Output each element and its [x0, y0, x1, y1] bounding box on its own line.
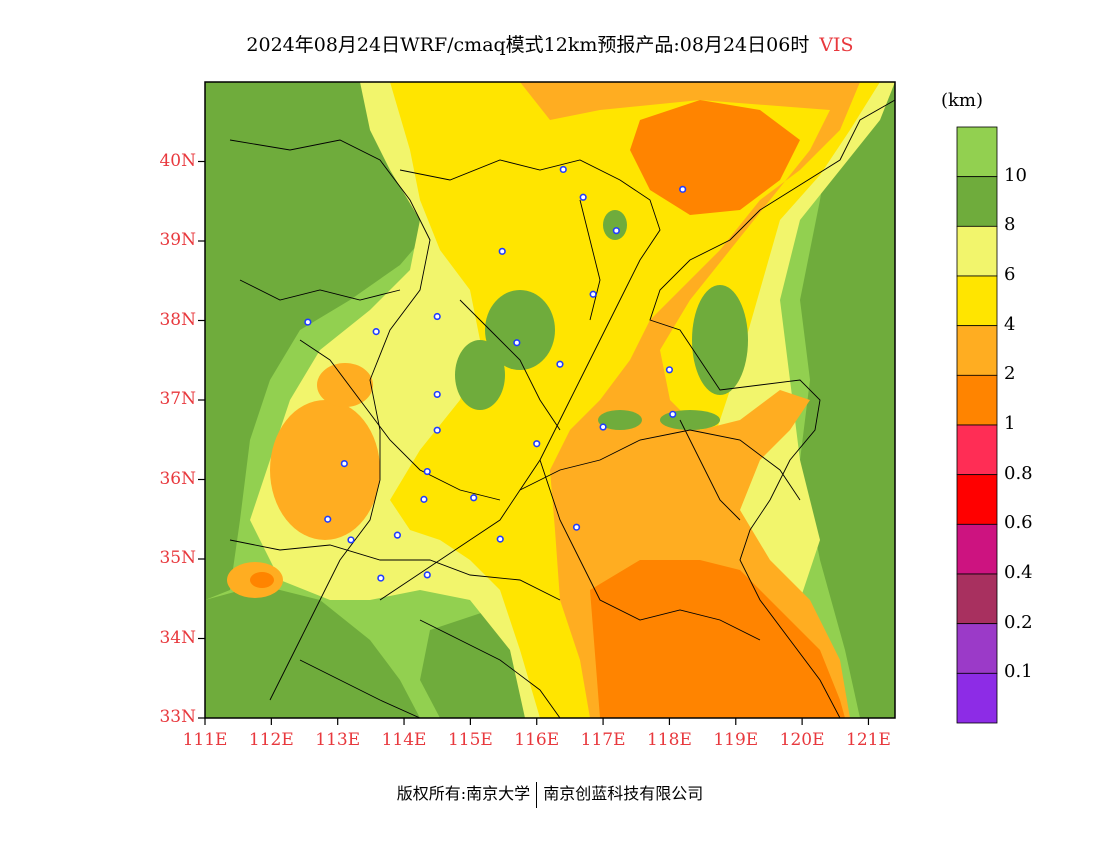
station-marker: [572, 523, 581, 531]
station-marker: [423, 467, 431, 476]
colorbar-swatch: [956, 176, 998, 227]
axis-ticks: [198, 160, 870, 725]
colorbar-level-label: 2: [1004, 363, 1016, 385]
vis-band-8-10: [598, 410, 642, 430]
vis-band-2-4: [270, 400, 380, 540]
station-marker: [669, 410, 677, 418]
station-markers: [304, 165, 687, 582]
colorbar-swatch: [956, 325, 998, 376]
colorbar-swatch: [956, 523, 998, 575]
colorbar-swatch: [956, 126, 998, 178]
colorbar-swatch: [956, 424, 998, 476]
station-marker: [372, 328, 380, 336]
vis-band-1-2: [590, 560, 845, 718]
station-marker: [556, 360, 564, 368]
lat-label: 36N: [159, 468, 196, 489]
colorbar: [956, 126, 998, 724]
vis-band-1-2: [250, 572, 274, 588]
station-marker: [304, 318, 312, 326]
station-marker: [589, 290, 597, 298]
station-marker: [377, 574, 385, 582]
station-marker: [533, 440, 541, 448]
lon-label: 119E: [713, 730, 759, 750]
lon-label: 114E: [381, 730, 427, 750]
vis-band-2-4: [317, 363, 373, 407]
lon-label: 117E: [580, 730, 626, 750]
lat-label: 40N: [159, 150, 196, 171]
station-marker: [579, 193, 587, 201]
vis-band-8-10: [800, 82, 895, 718]
lon-label: 121E: [846, 730, 891, 750]
boundary-lines: [229, 99, 895, 718]
station-marker: [393, 531, 402, 539]
station-marker: [612, 227, 620, 235]
map-title: 2024年08月24日WRF/cmaq模式12km预报产品:08月24日06时 V…: [0, 30, 1100, 57]
colorbar-level-label: 0.2: [1004, 611, 1033, 633]
station-marker: [470, 494, 478, 502]
colorbar-swatch: [956, 623, 998, 674]
lat-label: 34N: [159, 627, 196, 648]
vis-band-8-10: [455, 340, 505, 410]
colorbar-swatch: [956, 275, 998, 327]
station-marker: [513, 339, 521, 347]
colorbar-swatch: [956, 672, 998, 724]
station-marker: [324, 515, 332, 523]
lon-label: 112E: [248, 730, 294, 750]
title-text: 2024年08月24日WRF/cmaq模式12km预报产品:08月24日06时: [246, 34, 810, 56]
colorbar-level-label: 6: [1004, 264, 1016, 285]
lon-label: 118E: [646, 730, 692, 750]
colorbar-level-label: 0.1: [1004, 661, 1033, 683]
station-marker: [433, 312, 441, 321]
lon-label: 115E: [447, 730, 493, 750]
vis-band-2-4: [520, 82, 860, 718]
vis-band-8-10: [660, 410, 720, 430]
vis-band-1-2: [630, 100, 800, 215]
colorbar-level-label: 0.4: [1004, 562, 1033, 583]
colorbar-unit: (km): [941, 90, 984, 111]
station-marker: [496, 535, 504, 543]
lon-label: 120E: [779, 730, 825, 750]
colorbar-swatch: [956, 474, 998, 525]
copyright-footer: 版权所有:南京大学 南京创蓝科技有限公司: [0, 780, 1100, 808]
colorbar-level-label: 4: [1004, 313, 1016, 335]
station-marker: [498, 247, 506, 255]
station-marker: [433, 426, 441, 434]
station-marker: [347, 536, 355, 544]
station-marker: [679, 185, 687, 193]
station-marker: [665, 366, 674, 374]
copyright-right: 南京创蓝科技有限公司: [543, 784, 704, 803]
vis-band-8-10: [485, 290, 555, 370]
footer-separator: [536, 781, 538, 808]
vis-band-8-10: [692, 285, 748, 395]
lat-label: 38N: [159, 309, 196, 330]
colorbar-level-label: 0.8: [1004, 462, 1033, 484]
vis-band-8-10: [420, 610, 525, 718]
copyright-left: 版权所有:南京大学: [396, 784, 531, 803]
station-marker: [559, 165, 567, 174]
colorbar-swatch: [956, 374, 998, 426]
vis-band-8-10: [205, 82, 440, 600]
lat-label: 33N: [159, 707, 196, 727]
colorbar-swatch: [956, 225, 998, 277]
vis-band-8-10: [603, 210, 627, 240]
colorbar-level-label: 10: [1004, 164, 1027, 186]
lon-label: 113E: [315, 730, 361, 750]
lat-label: 37N: [159, 389, 196, 409]
station-marker: [420, 495, 428, 503]
station-marker: [340, 460, 348, 468]
lat-label: 39N: [159, 230, 196, 250]
lon-label: 116E: [514, 730, 560, 750]
station-marker: [599, 423, 607, 431]
variable-label: VIS: [819, 34, 854, 56]
colorbar-level-label: 8: [1004, 214, 1016, 236]
colorbar-level-label: 0.6: [1004, 512, 1033, 534]
station-marker: [433, 390, 441, 399]
station-marker: [423, 571, 431, 579]
colorbar-level-label: 1: [1004, 413, 1016, 434]
lon-label: 111E: [182, 730, 228, 750]
lat-label: 35N: [159, 548, 196, 568]
vis-band-8-10: [205, 585, 420, 718]
colorbar-swatch: [956, 573, 998, 625]
